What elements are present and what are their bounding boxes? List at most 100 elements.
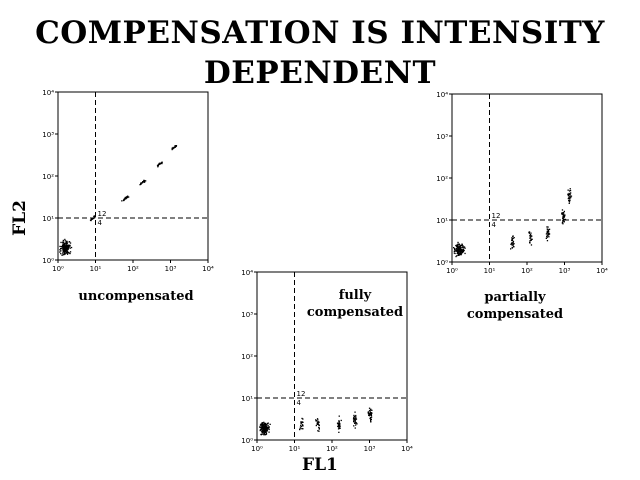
data-point-partially bbox=[570, 196, 572, 199]
data-point-partially bbox=[462, 250, 464, 253]
data-point-uncompensated bbox=[92, 217, 94, 219]
data-point-uncompensated bbox=[64, 240, 66, 242]
data-point-fully bbox=[354, 420, 356, 422]
data-point-uncompensated bbox=[61, 247, 63, 250]
data-point-uncompensated bbox=[62, 246, 64, 248]
data-point-uncompensated bbox=[140, 183, 142, 185]
data-point-partially bbox=[563, 212, 565, 214]
data-point-partially bbox=[529, 237, 531, 239]
data-point-uncompensated bbox=[128, 196, 130, 198]
data-point-partially bbox=[458, 248, 460, 250]
data-point-fully bbox=[355, 424, 357, 426]
data-point-partially bbox=[457, 250, 459, 253]
data-point-uncompensated bbox=[126, 196, 129, 198]
data-point-uncompensated bbox=[127, 195, 129, 197]
data-point-fully bbox=[369, 409, 371, 412]
data-point-fully bbox=[263, 433, 266, 435]
data-point-fully bbox=[355, 418, 358, 420]
data-point-partially bbox=[569, 188, 571, 190]
data-point-fully bbox=[262, 429, 265, 431]
data-point-partially bbox=[568, 201, 571, 203]
caption-uncompensated: uncompensated bbox=[78, 289, 194, 304]
data-point-fully bbox=[318, 430, 320, 432]
data-point-partially bbox=[561, 213, 563, 215]
data-point-partially bbox=[547, 229, 550, 231]
data-point-fully bbox=[267, 424, 269, 427]
data-point-fully bbox=[368, 414, 370, 416]
data-point-partially bbox=[462, 245, 464, 247]
data-point-partially bbox=[530, 236, 532, 238]
data-point-fully bbox=[370, 412, 372, 414]
data-point-fully bbox=[261, 424, 263, 426]
data-point-partially bbox=[511, 242, 513, 244]
data-point-uncompensated bbox=[66, 250, 69, 252]
data-point-partially bbox=[547, 235, 549, 237]
data-point-partially bbox=[512, 244, 514, 246]
data-point-fully bbox=[261, 422, 263, 424]
data-point-fully bbox=[265, 425, 267, 427]
data-point-fully bbox=[264, 422, 267, 425]
data-point-fully bbox=[338, 423, 340, 425]
data-point-partially bbox=[563, 219, 565, 221]
data-point-fully bbox=[317, 419, 319, 421]
data-point-uncompensated bbox=[66, 252, 69, 254]
data-point-partially bbox=[461, 251, 463, 253]
data-point-uncompensated bbox=[66, 253, 69, 255]
x-tick-label-uncompensated: 10² bbox=[127, 265, 139, 273]
data-point-partially bbox=[564, 218, 567, 221]
data-point-fully bbox=[353, 421, 355, 423]
data-point-partially bbox=[459, 249, 461, 251]
data-point-partially bbox=[561, 212, 563, 214]
data-point-uncompensated bbox=[157, 164, 160, 166]
data-point-fully bbox=[268, 428, 270, 431]
data-point-fully bbox=[353, 418, 356, 420]
data-point-uncompensated bbox=[93, 215, 95, 218]
data-point-partially bbox=[562, 216, 564, 218]
data-point-fully bbox=[355, 422, 358, 424]
data-point-fully bbox=[315, 420, 318, 422]
data-point-fully bbox=[268, 431, 270, 433]
data-point-partially bbox=[455, 245, 458, 247]
data-point-fully bbox=[370, 413, 372, 416]
data-point-partially bbox=[456, 252, 458, 254]
data-point-fully bbox=[264, 427, 266, 429]
data-point-fully bbox=[337, 428, 340, 430]
x-tick-label-fully: 10⁰ bbox=[251, 445, 263, 453]
x-tick-label-partially: 10⁴ bbox=[596, 267, 608, 275]
data-point-partially bbox=[568, 192, 570, 195]
data-point-partially bbox=[547, 228, 549, 230]
x-tick-label-uncompensated: 10⁴ bbox=[202, 265, 214, 273]
data-point-fully bbox=[263, 429, 265, 431]
data-point-uncompensated bbox=[62, 250, 64, 253]
data-point-fully bbox=[263, 428, 266, 430]
data-point-partially bbox=[460, 248, 462, 250]
data-point-partially bbox=[562, 216, 564, 218]
data-point-partially bbox=[453, 247, 455, 249]
data-point-partially bbox=[457, 243, 459, 245]
data-point-partially bbox=[546, 236, 548, 239]
data-point-uncompensated bbox=[142, 181, 144, 183]
data-point-fully bbox=[300, 424, 302, 427]
data-point-uncompensated bbox=[173, 147, 175, 149]
data-point-partially bbox=[570, 195, 573, 197]
data-point-partially bbox=[563, 210, 565, 213]
data-point-partially bbox=[546, 226, 548, 228]
data-point-partially bbox=[570, 192, 572, 194]
data-point-partially bbox=[568, 196, 571, 198]
data-point-fully bbox=[318, 423, 320, 426]
data-point-fully bbox=[367, 411, 369, 413]
data-point-uncompensated bbox=[69, 245, 71, 247]
data-point-fully bbox=[370, 420, 372, 422]
data-point-uncompensated bbox=[94, 216, 96, 219]
data-point-partially bbox=[562, 212, 564, 214]
data-point-partially bbox=[453, 250, 455, 252]
data-point-partially bbox=[460, 254, 462, 256]
plot-frame-fully bbox=[256, 271, 408, 441]
data-point-partially bbox=[528, 231, 530, 233]
data-point-fully bbox=[318, 421, 320, 423]
data-point-partially bbox=[511, 244, 513, 246]
data-point-fully bbox=[355, 416, 357, 418]
data-point-uncompensated bbox=[141, 182, 143, 184]
data-point-partially bbox=[462, 247, 464, 249]
data-point-fully bbox=[260, 434, 262, 436]
